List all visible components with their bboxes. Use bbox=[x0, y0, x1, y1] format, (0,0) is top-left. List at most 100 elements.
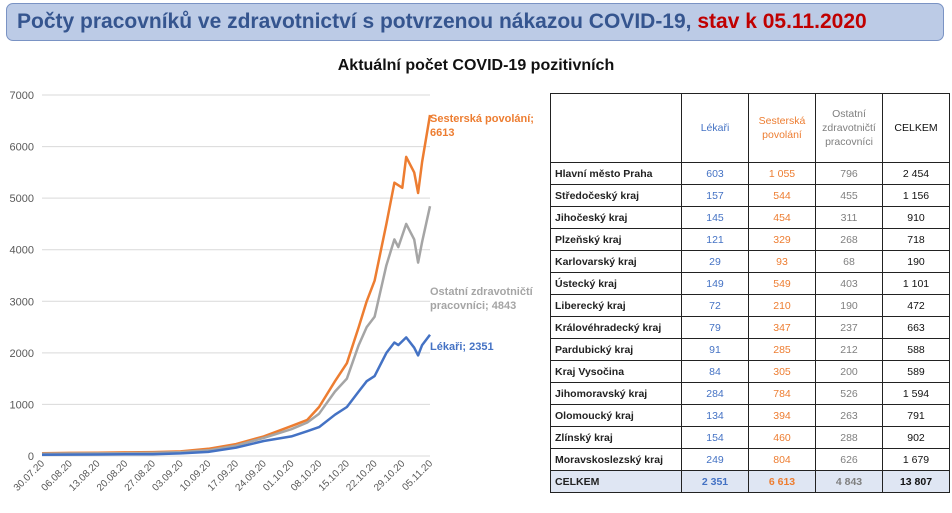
lekari-cell: 29 bbox=[681, 250, 749, 273]
celkem-cell: 1 101 bbox=[882, 272, 950, 295]
region-cell: CELKEM bbox=[550, 470, 682, 493]
ostatni-cell: 212 bbox=[815, 338, 883, 361]
celkem-cell: 910 bbox=[882, 206, 950, 229]
table-row: Jihomoravský kraj 284 784 526 1 594 bbox=[550, 382, 950, 405]
region-cell: Hlavní město Praha bbox=[550, 162, 682, 185]
celkem-cell: 791 bbox=[882, 404, 950, 427]
ostatni-cell: 288 bbox=[815, 426, 883, 449]
title-date: stav k 05.11.2020 bbox=[697, 10, 867, 33]
celkem-cell: 718 bbox=[882, 228, 950, 251]
sesterska-cell: 804 bbox=[748, 448, 816, 471]
table-corner-cell bbox=[550, 93, 682, 163]
table-row: Plzeňský kraj 121 329 268 718 bbox=[550, 228, 950, 251]
regional-table: Lékaři Sesterská povolání Ostatní zdravo… bbox=[550, 93, 950, 493]
celkem-cell: 1 679 bbox=[882, 448, 950, 471]
table-row: Kraj Vysočina 84 305 200 589 bbox=[550, 360, 950, 383]
lekari-cell: 249 bbox=[681, 448, 749, 471]
celkem-cell: 588 bbox=[882, 338, 950, 361]
sesterska-cell: 394 bbox=[748, 404, 816, 427]
series-label-text: Lékaři; 2351 bbox=[430, 341, 494, 353]
region-cell: Královéhradecký kraj bbox=[550, 316, 682, 339]
chart-title: Aktuální počet COVID-19 pozitivních bbox=[337, 57, 615, 74]
series-label-ostatni: Ostatní zdravotničtí pracovníci; 4843 bbox=[430, 286, 533, 312]
celkem-cell: 902 bbox=[882, 426, 950, 449]
ostatni-cell: 311 bbox=[815, 206, 883, 229]
sesterska-cell: 544 bbox=[748, 184, 816, 207]
region-cell: Olomoucký kraj bbox=[550, 404, 682, 427]
ostatni-cell: 4 843 bbox=[815, 470, 883, 493]
table-row: Liberecký kraj 72 210 190 472 bbox=[550, 294, 950, 317]
sesterska-cell: 784 bbox=[748, 382, 816, 405]
celkem-cell: 13 807 bbox=[882, 470, 950, 493]
ostatni-cell: 526 bbox=[815, 382, 883, 405]
region-cell: Karlovarský kraj bbox=[550, 250, 682, 273]
column-header-ostatni: Ostatní zdravotničtí pracovníci bbox=[815, 93, 883, 163]
celkem-cell: 1 156 bbox=[882, 184, 950, 207]
table-row: Pardubický kraj 91 285 212 588 bbox=[550, 338, 950, 361]
sesterska-cell: 460 bbox=[748, 426, 816, 449]
title-banner: Počty pracovníků ve zdravotnictví s potv… bbox=[6, 3, 944, 41]
y-tick-label: 0 bbox=[28, 451, 34, 463]
y-tick-label: 7000 bbox=[10, 90, 34, 102]
celkem-cell: 589 bbox=[882, 360, 950, 383]
region-cell: Moravskoslezský kraj bbox=[550, 448, 682, 471]
sesterska-cell: 285 bbox=[748, 338, 816, 361]
ostatni-cell: 237 bbox=[815, 316, 883, 339]
sesterska-cell: 93 bbox=[748, 250, 816, 273]
sesterska-cell: 347 bbox=[748, 316, 816, 339]
lekari-cell: 154 bbox=[681, 426, 749, 449]
region-cell: Jihočeský kraj bbox=[550, 206, 682, 229]
table-row: Karlovarský kraj 29 93 68 190 bbox=[550, 250, 950, 273]
x-tick-label: 05.11.20 bbox=[400, 458, 435, 493]
lekari-cell: 79 bbox=[681, 316, 749, 339]
lekari-cell: 134 bbox=[681, 404, 749, 427]
series-label-text: Sesterská povolání; 6613 bbox=[430, 113, 534, 139]
lekari-cell: 2 351 bbox=[681, 470, 749, 493]
table-row: Ústecký kraj 149 549 403 1 101 bbox=[550, 272, 950, 295]
region-cell: Zlínský kraj bbox=[550, 426, 682, 449]
region-cell: Liberecký kraj bbox=[550, 294, 682, 317]
series-line-lekari bbox=[41, 334, 431, 456]
sesterska-cell: 549 bbox=[748, 272, 816, 295]
y-tick-label: 3000 bbox=[10, 296, 34, 308]
region-cell: Plzeňský kraj bbox=[550, 228, 682, 251]
sesterska-cell: 210 bbox=[748, 294, 816, 317]
y-tick-label: 2000 bbox=[10, 348, 34, 360]
ostatni-cell: 403 bbox=[815, 272, 883, 295]
celkem-cell: 472 bbox=[882, 294, 950, 317]
column-header-celkem: CELKEM bbox=[882, 93, 950, 163]
ostatni-cell: 190 bbox=[815, 294, 883, 317]
lekari-cell: 72 bbox=[681, 294, 749, 317]
y-tick-label: 6000 bbox=[10, 142, 34, 154]
sesterska-cell: 329 bbox=[748, 228, 816, 251]
table-row: Olomoucký kraj 134 394 263 791 bbox=[550, 404, 950, 427]
series-line-ostatni bbox=[41, 205, 432, 455]
ostatni-cell: 268 bbox=[815, 228, 883, 251]
table-row: Hlavní město Praha 603 1 055 796 2 454 bbox=[550, 162, 950, 185]
ostatni-cell: 455 bbox=[815, 184, 883, 207]
page-title: Počty pracovníků ve zdravotnictví s potv… bbox=[17, 10, 867, 34]
lekari-cell: 284 bbox=[681, 382, 749, 405]
table-total-row: CELKEM 2 351 6 613 4 843 13 807 bbox=[550, 470, 950, 493]
region-cell: Středočeský kraj bbox=[550, 184, 682, 207]
region-cell: Jihomoravský kraj bbox=[550, 382, 682, 405]
column-header-lekari: Lékaři bbox=[681, 93, 749, 163]
table-body: Hlavní město Praha 603 1 055 796 2 454 Středo… bbox=[550, 162, 950, 493]
lekari-cell: 84 bbox=[681, 360, 749, 383]
ostatni-cell: 626 bbox=[815, 448, 883, 471]
lekari-cell: 145 bbox=[681, 206, 749, 229]
celkem-cell: 1 594 bbox=[882, 382, 950, 405]
title-main: Počty pracovníků ve zdravotnictví s potv… bbox=[17, 10, 692, 33]
series-line-sesterska bbox=[41, 114, 432, 455]
table-row: Zlínský kraj 154 460 288 902 bbox=[550, 426, 950, 449]
ostatni-cell: 200 bbox=[815, 360, 883, 383]
series-label-sesterska: Sesterská povolání; 6613 bbox=[430, 113, 534, 139]
column-header-sesterska: Sesterská povolání bbox=[748, 93, 816, 163]
sesterska-cell: 6 613 bbox=[748, 470, 816, 493]
y-tick-label: 5000 bbox=[10, 193, 34, 205]
sesterska-cell: 454 bbox=[748, 206, 816, 229]
region-cell: Kraj Vysočina bbox=[550, 360, 682, 383]
series-label-lekari: Lékaři; 2351 bbox=[430, 341, 494, 353]
y-tick-label: 4000 bbox=[10, 245, 34, 257]
region-cell: Ústecký kraj bbox=[550, 272, 682, 295]
